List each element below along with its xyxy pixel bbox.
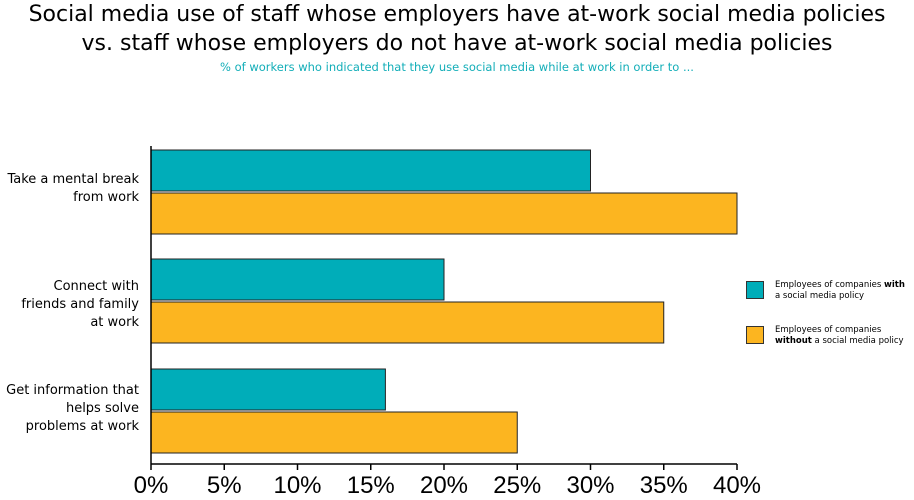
legend-text-bold: with [884, 280, 905, 290]
category-label-line: at work [90, 315, 139, 330]
legend-swatch-without [746, 326, 764, 344]
category-label-line: Get information that [6, 383, 139, 398]
x-tick-label: 35% [640, 472, 688, 499]
x-tick-label: 25% [493, 472, 541, 499]
category-label-line: Take a mental break [7, 172, 139, 187]
x-tick-label: 5% [207, 472, 242, 499]
legend-text-part: a social media policy [811, 336, 904, 346]
category-label-line: Connect with [53, 279, 139, 294]
legend-text-part: Employees of companies [775, 280, 884, 290]
chart-title-line-2: vs. staff whose employers do not have at… [81, 31, 833, 56]
bar-with-policy [150, 149, 591, 192]
x-tick-label: 20% [420, 472, 468, 499]
legend-text-part: a social media policy [775, 291, 865, 301]
category-label-line: problems at work [25, 419, 139, 434]
bar-with-policy [150, 258, 445, 301]
bar-without-policy [150, 411, 518, 454]
legend-label-with: Employees of companies with a social med… [775, 280, 914, 302]
category-label-line: helps solve [65, 401, 139, 416]
x-tick-label: 15% [347, 472, 395, 499]
legend-text-part: Employees of companies [775, 325, 882, 335]
chart-title-line-1: Social media use of staff whose employer… [28, 2, 886, 27]
chart-subtitle: % of workers who indicated that they use… [220, 60, 694, 74]
category-label-connect: Connect with friends and family at work [0, 278, 139, 332]
x-tick-label: 0% [134, 472, 169, 499]
category-label-line: friends and family [21, 297, 139, 312]
x-tick-label: 40% [713, 472, 761, 499]
category-label-line: from work [73, 190, 139, 205]
legend-label-without: Employees of companies without a social … [775, 325, 914, 347]
legend-text-bold: without [775, 336, 812, 346]
category-label-information: Get information that helps solve problem… [0, 382, 139, 436]
x-tick-label: 10% [273, 472, 321, 499]
bar-without-policy [150, 192, 738, 235]
category-label-mental-break: Take a mental break from work [0, 171, 139, 207]
legend-swatch-with [746, 281, 764, 299]
x-tick-label: 30% [566, 472, 614, 499]
bar-without-policy [150, 301, 665, 344]
bar-with-policy [150, 368, 386, 411]
